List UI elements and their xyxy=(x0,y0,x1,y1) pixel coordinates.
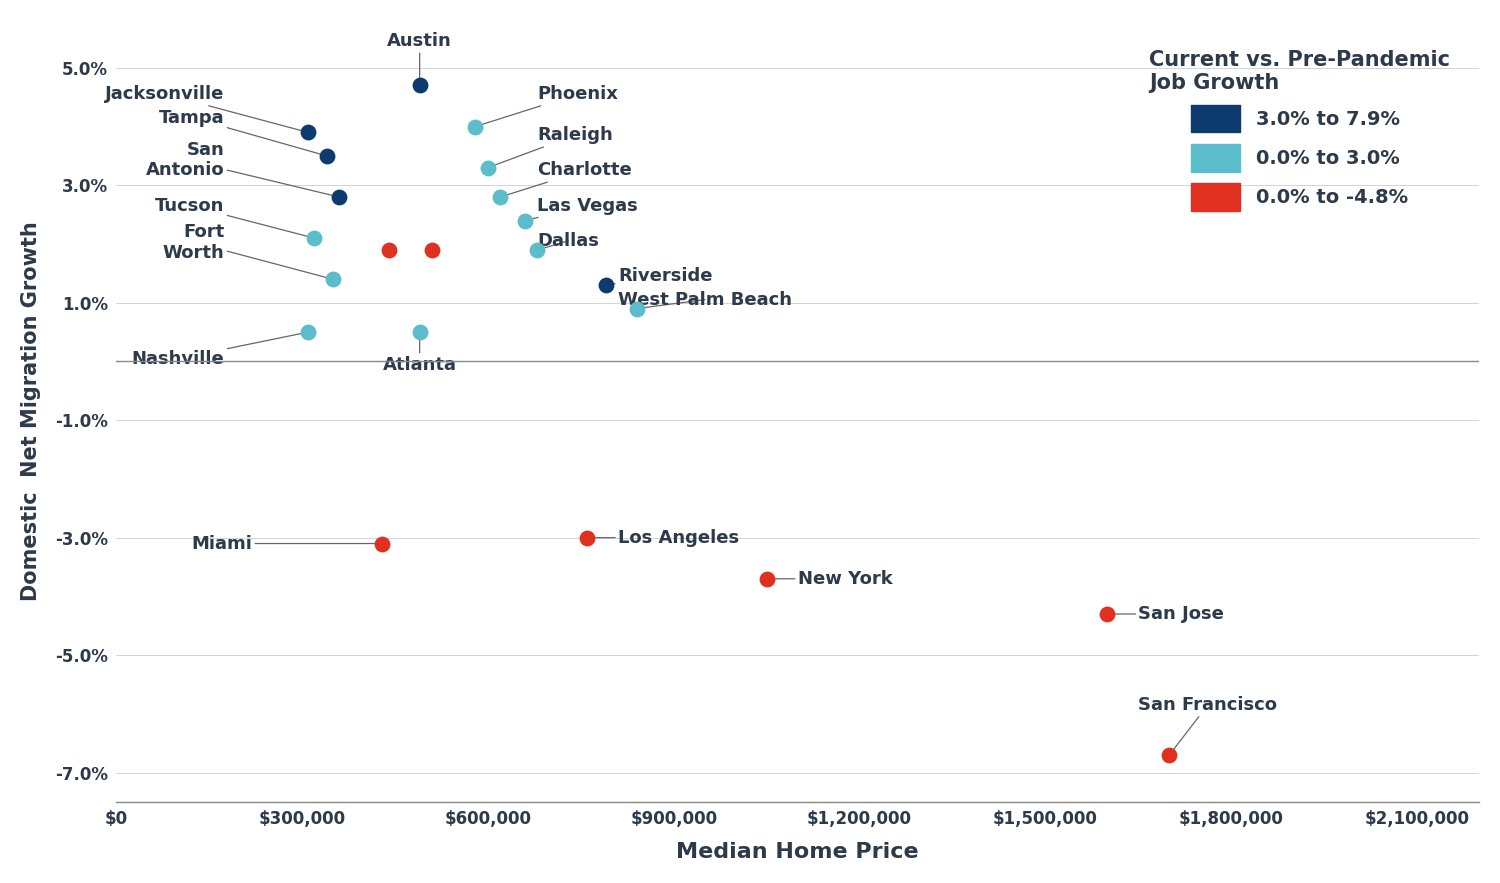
Text: Phoenix: Phoenix xyxy=(480,85,618,125)
Point xyxy=(594,278,618,292)
Text: Atlanta: Atlanta xyxy=(382,337,456,374)
Point xyxy=(370,537,394,551)
Text: San Francisco: San Francisco xyxy=(1138,696,1278,751)
Text: San Jose: San Jose xyxy=(1113,605,1224,623)
Text: Tucson: Tucson xyxy=(154,197,309,237)
Text: Los Angeles: Los Angeles xyxy=(592,529,740,547)
Point xyxy=(464,119,488,133)
Point xyxy=(525,243,549,257)
Point xyxy=(1158,748,1182,762)
Point xyxy=(1095,607,1119,621)
Point xyxy=(315,149,339,163)
Text: Tampa: Tampa xyxy=(159,109,321,155)
Point xyxy=(574,531,598,545)
Text: New York: New York xyxy=(772,570,892,588)
Text: Jacksonville: Jacksonville xyxy=(105,85,303,131)
Point xyxy=(420,243,444,257)
Point xyxy=(513,214,537,228)
Text: Charlotte: Charlotte xyxy=(506,162,632,195)
Point xyxy=(476,161,500,175)
Text: Dallas: Dallas xyxy=(537,232,600,250)
Point xyxy=(327,190,351,204)
Y-axis label: Domestic  Net Migration Growth: Domestic Net Migration Growth xyxy=(21,222,40,601)
Text: Fort
Worth: Fort Worth xyxy=(162,223,327,278)
Point xyxy=(376,243,400,257)
Point xyxy=(321,272,345,286)
Point xyxy=(296,325,320,339)
Point xyxy=(408,79,432,93)
Point xyxy=(296,125,320,140)
Legend: 3.0% to 7.9%, 0.0% to 3.0%, 0.0% to -4.8%: 3.0% to 7.9%, 0.0% to 3.0%, 0.0% to -4.8… xyxy=(1130,31,1470,230)
Text: West Palm Beach: West Palm Beach xyxy=(618,291,792,309)
Text: Miami: Miami xyxy=(192,534,376,553)
Point xyxy=(408,325,432,339)
Text: Las Vegas: Las Vegas xyxy=(531,197,638,219)
Point xyxy=(754,571,778,585)
Point xyxy=(488,190,512,204)
Text: San
Antonio: San Antonio xyxy=(146,140,333,196)
Text: Raleigh: Raleigh xyxy=(494,126,614,166)
Text: Austin: Austin xyxy=(387,32,452,79)
Text: Riverside: Riverside xyxy=(610,268,712,285)
Text: Nashville: Nashville xyxy=(132,333,303,367)
Point xyxy=(303,231,327,245)
Point xyxy=(624,302,648,316)
X-axis label: Median Home Price: Median Home Price xyxy=(676,842,920,862)
